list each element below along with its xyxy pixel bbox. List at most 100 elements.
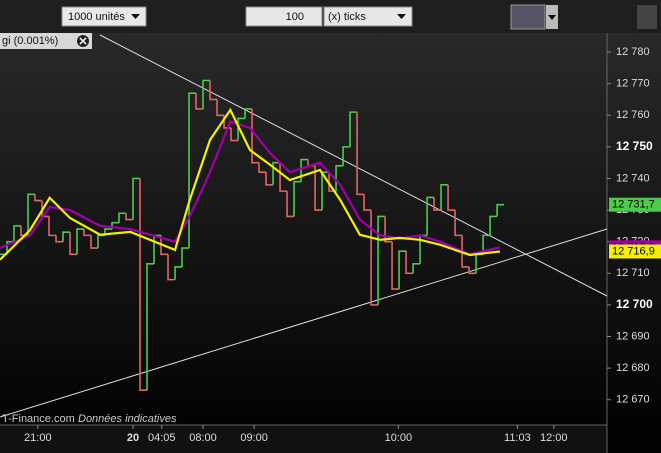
units-text: 1000 unités: [68, 11, 125, 23]
side-button[interactable]: [637, 5, 657, 29]
last-value-box: [609, 197, 661, 212]
price-step: [356, 112, 365, 196]
price-step: [447, 184, 456, 211]
price-step: [188, 92, 197, 249]
units-select[interactable]: [61, 6, 147, 27]
x-tick-label: 04:05: [148, 432, 176, 444]
price-step: [83, 229, 92, 237]
price-step: [90, 235, 99, 249]
price-step: [342, 146, 351, 166]
x-tick-label: 12:00: [540, 432, 568, 444]
price-step: [251, 108, 260, 164]
price-step: [384, 216, 393, 243]
x-tick-label: 21:00: [24, 432, 52, 444]
price-step: [132, 177, 141, 220]
x-tick-label: 20: [127, 432, 139, 444]
y-tick-label: 12 670: [616, 394, 650, 406]
price-step: [69, 232, 78, 256]
moving-average: [0, 120, 501, 256]
price-step: [202, 79, 211, 109]
y-tick-label: 12 760: [616, 109, 650, 121]
trend-line: [0, 228, 608, 418]
price-step: [6, 240, 15, 255]
tool-button[interactable]: [510, 4, 546, 30]
last-value-box: [609, 244, 661, 259]
price-step: [314, 165, 323, 211]
price-step: [181, 247, 190, 267]
count-text: 100: [286, 11, 304, 23]
price-step: [48, 216, 57, 237]
price-step: [293, 180, 302, 217]
count-input[interactable]: [245, 6, 323, 27]
price-step: [300, 158, 309, 182]
x-tick-label: 08:00: [189, 432, 217, 444]
y-tick-label: 12 740: [616, 172, 650, 184]
price-step: [370, 210, 379, 306]
price-step: [433, 197, 442, 211]
dropdown-arrow: [548, 15, 556, 20]
x-tick-label: 10:00: [385, 432, 413, 444]
y-tick-label: 12 770: [616, 78, 650, 90]
price-step: [146, 263, 155, 391]
price-step: [125, 213, 134, 221]
y-tick-label: 12 700: [616, 297, 653, 311]
price-step: [405, 251, 414, 275]
price-step: [440, 184, 449, 211]
price-step: [160, 235, 169, 256]
price-step: [335, 165, 344, 192]
price-step: [272, 161, 281, 185]
mode-text: (x) ticks: [328, 11, 366, 23]
price-step: [426, 196, 435, 236]
trend-line: [99, 34, 608, 297]
price-step: [230, 127, 239, 142]
price-step: [209, 80, 218, 101]
price-step: [496, 203, 505, 217]
price-step: [349, 111, 358, 147]
price-step: [412, 263, 421, 274]
price-step: [34, 194, 43, 202]
price-step: [62, 231, 71, 242]
x-tick-label: 09:00: [240, 432, 268, 444]
y-tick-label: 12 750: [616, 139, 653, 153]
watermark-note: Données indicatives: [78, 413, 177, 425]
price-step: [363, 194, 372, 211]
price-step: [118, 212, 127, 223]
price-step: [398, 250, 407, 290]
price-step: [76, 228, 85, 255]
price-step: [265, 172, 274, 186]
price-step: [391, 241, 400, 290]
instrument-text: gi (0.001%): [2, 35, 58, 47]
close-x: [79, 37, 87, 45]
price-step: [377, 215, 386, 305]
price-step: [139, 178, 148, 392]
instrument-tag: [0, 33, 92, 49]
price-step: [286, 191, 295, 218]
x-axis-band: [0, 425, 607, 453]
x-tick-label: 11:03: [504, 432, 531, 444]
price-step: [468, 266, 477, 275]
last-value-label: 12 731,7: [612, 199, 655, 211]
y-tick-label: 12 710: [616, 267, 650, 279]
price-step: [244, 108, 253, 119]
price-step: [258, 162, 267, 173]
watermark-site: T-Finance.com: [2, 413, 75, 425]
dropdown-arrow: [131, 14, 140, 19]
price-step: [489, 215, 498, 236]
dropdown-arrow: [397, 14, 406, 19]
mode-select[interactable]: [323, 6, 413, 27]
last-value-label: 12 716,9: [612, 245, 655, 257]
price-step: [167, 254, 176, 281]
price-step: [55, 235, 64, 243]
price-step: [461, 235, 470, 268]
price-step: [13, 225, 22, 242]
price-step: [174, 266, 183, 280]
price-step: [27, 193, 36, 236]
price-step: [195, 93, 204, 110]
y-tick-label: 12 780: [616, 46, 650, 58]
price-step: [216, 99, 225, 117]
price-step: [237, 117, 246, 141]
y-tick-label: 12 690: [616, 330, 650, 342]
price-step: [482, 234, 491, 255]
price-step: [454, 210, 463, 237]
